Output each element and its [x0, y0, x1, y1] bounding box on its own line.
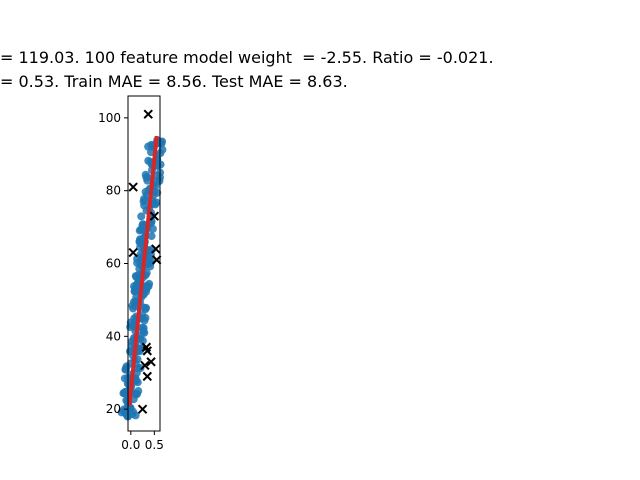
- train-point: [131, 411, 140, 420]
- test-point: [151, 244, 161, 254]
- x-tick-label: 0.0: [121, 438, 140, 452]
- fit-line: [127, 135, 159, 406]
- y-tick-label: 20: [106, 402, 121, 416]
- chart-title-line-1: = 119.03. 100 feature model weight = -2.…: [0, 48, 494, 67]
- test-point: [128, 182, 138, 192]
- train-point: [132, 272, 141, 281]
- fit-line-layer: [127, 135, 159, 406]
- train-point: [158, 137, 167, 146]
- train-point: [117, 408, 126, 417]
- train-point: [135, 226, 144, 235]
- train-point: [151, 200, 160, 209]
- test-point: [128, 247, 138, 258]
- train-point: [144, 142, 153, 151]
- train-point: [137, 212, 146, 221]
- test-point: [140, 360, 150, 371]
- chart-title-line-2: = 0.53. Train MAE = 8.56. Test MAE = 8.6…: [0, 72, 348, 91]
- train-point: [142, 173, 151, 182]
- train-point: [141, 196, 150, 205]
- test-point: [149, 211, 160, 221]
- train-point: [139, 303, 148, 312]
- y-tick-label: 100: [98, 111, 121, 125]
- y-tick-label: 40: [106, 329, 121, 343]
- train-point: [136, 238, 145, 247]
- train-point: [146, 262, 155, 271]
- x-tick-label: 0.5: [145, 438, 164, 452]
- train-point: [147, 232, 156, 241]
- test-points-layer: [128, 109, 162, 414]
- train-point: [145, 253, 154, 262]
- train-point: [143, 281, 152, 290]
- test-point: [143, 109, 153, 119]
- test-point: [151, 255, 162, 265]
- test-point: [137, 404, 148, 414]
- train-point: [133, 364, 142, 373]
- test-point: [146, 357, 156, 367]
- ticks-layer: 20 40 60 80 100 0.0 0.5: [98, 111, 164, 452]
- y-tick-label: 60: [106, 257, 121, 271]
- y-tick-label: 80: [106, 184, 121, 198]
- test-point: [142, 346, 153, 356]
- train-point: [139, 323, 148, 332]
- test-point: [142, 371, 153, 382]
